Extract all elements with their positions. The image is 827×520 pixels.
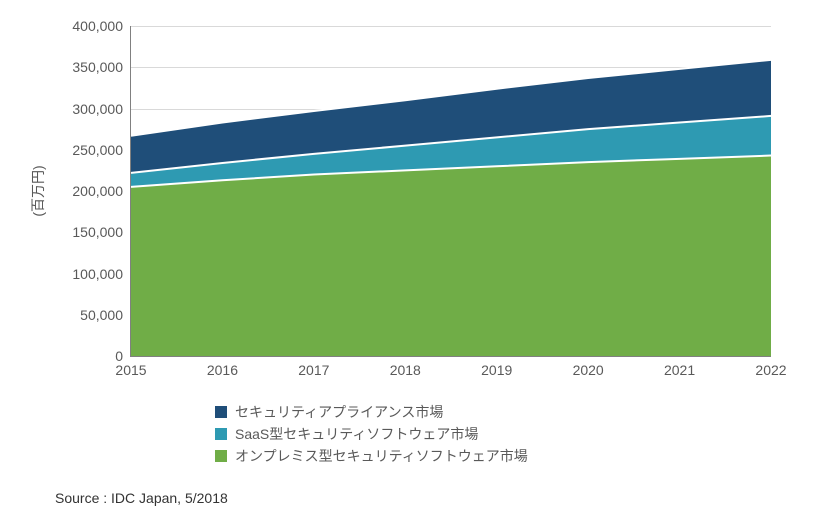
legend-label: セキュリティアプライアンス市場	[235, 402, 443, 422]
area-layers	[131, 26, 771, 356]
y-tick-label: 350,000	[72, 59, 131, 75]
y-tick-label: 300,000	[72, 101, 131, 117]
legend-swatch	[215, 428, 227, 440]
y-axis-label: (百万円)	[28, 165, 48, 216]
legend-item: セキュリティアプライアンス市場	[215, 402, 528, 422]
x-tick-label: 2015	[115, 356, 146, 378]
legend-label: オンプレミス型セキュリティソフトウェア市場	[235, 446, 528, 466]
plot-area: 050,000100,000150,000200,000250,000300,0…	[130, 26, 771, 357]
y-tick-label: 50,000	[80, 307, 131, 323]
y-tick-label: 250,000	[72, 142, 131, 158]
area-series	[131, 156, 771, 356]
x-tick-label: 2017	[298, 356, 329, 378]
legend-swatch	[215, 406, 227, 418]
y-tick-label: 150,000	[72, 224, 131, 240]
source-text: Source : IDC Japan, 5/2018	[55, 490, 228, 506]
y-tick-label: 100,000	[72, 266, 131, 282]
legend: セキュリティアプライアンス市場SaaS型セキュリティソフトウェア市場オンプレミス…	[215, 400, 528, 468]
legend-label: SaaS型セキュリティソフトウェア市場	[235, 424, 478, 444]
legend-item: SaaS型セキュリティソフトウェア市場	[215, 424, 528, 444]
x-tick-label: 2019	[481, 356, 512, 378]
legend-swatch	[215, 450, 227, 462]
chart-frame: (百万円) 050,000100,000150,000200,000250,00…	[0, 0, 827, 520]
x-tick-label: 2021	[664, 356, 695, 378]
y-tick-label: 200,000	[72, 183, 131, 199]
y-tick-label: 400,000	[72, 18, 131, 34]
x-tick-label: 2022	[755, 356, 786, 378]
x-tick-label: 2018	[390, 356, 421, 378]
legend-item: オンプレミス型セキュリティソフトウェア市場	[215, 446, 528, 466]
x-tick-label: 2016	[207, 356, 238, 378]
x-tick-label: 2020	[573, 356, 604, 378]
